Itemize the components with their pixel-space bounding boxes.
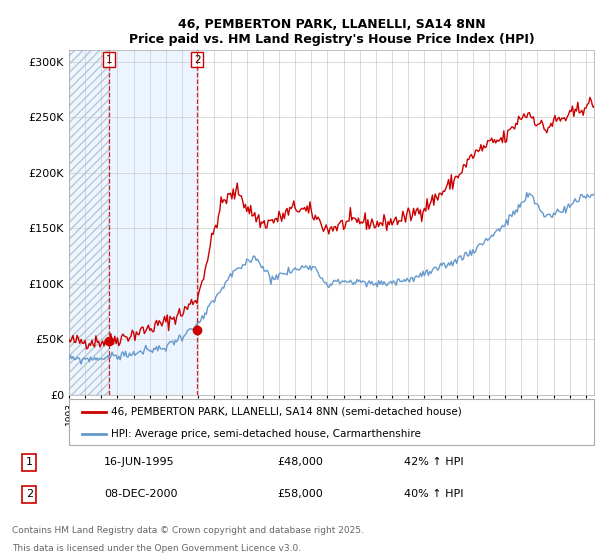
Bar xyxy=(109,50,197,395)
Text: 2: 2 xyxy=(26,489,33,500)
Text: HPI: Average price, semi-detached house, Carmarthenshire: HPI: Average price, semi-detached house,… xyxy=(111,429,421,438)
Bar xyxy=(69,50,109,395)
Text: This data is licensed under the Open Government Licence v3.0.: This data is licensed under the Open Gov… xyxy=(12,544,301,553)
Text: 46, PEMBERTON PARK, LLANELLI, SA14 8NN (semi-detached house): 46, PEMBERTON PARK, LLANELLI, SA14 8NN (… xyxy=(111,407,462,417)
Text: £48,000: £48,000 xyxy=(277,457,323,467)
Bar xyxy=(69,50,109,395)
Text: £58,000: £58,000 xyxy=(277,489,323,500)
Text: Contains HM Land Registry data © Crown copyright and database right 2025.: Contains HM Land Registry data © Crown c… xyxy=(12,526,364,535)
Title: 46, PEMBERTON PARK, LLANELLI, SA14 8NN
Price paid vs. HM Land Registry's House P: 46, PEMBERTON PARK, LLANELLI, SA14 8NN P… xyxy=(128,18,535,46)
Text: 1: 1 xyxy=(26,457,33,467)
Text: 40% ↑ HPI: 40% ↑ HPI xyxy=(404,489,463,500)
FancyBboxPatch shape xyxy=(69,399,594,445)
Text: 08-DEC-2000: 08-DEC-2000 xyxy=(104,489,178,500)
Text: 16-JUN-1995: 16-JUN-1995 xyxy=(104,457,175,467)
Text: 42% ↑ HPI: 42% ↑ HPI xyxy=(404,457,463,467)
Text: 1: 1 xyxy=(106,54,112,64)
Text: 2: 2 xyxy=(194,54,200,64)
